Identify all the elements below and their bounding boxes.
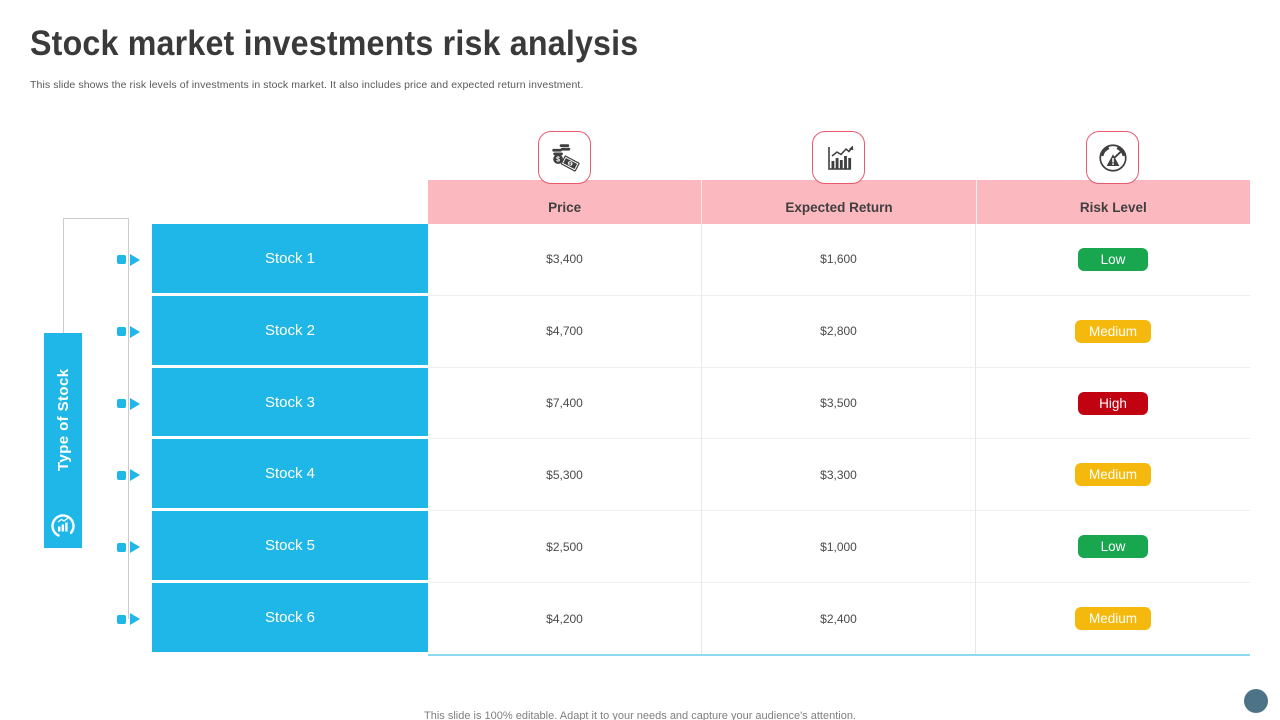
risk-level-cell: Medium [976, 439, 1250, 512]
column-header-expected-return: Expected Return [701, 180, 975, 224]
expected-return-cell: $2,400 [702, 583, 976, 655]
stock-name-cell: Stock 3 [152, 367, 428, 440]
price-cell: $7,400 [428, 367, 702, 440]
row-marker-square [117, 614, 126, 624]
risk-level-cell: Medium [976, 583, 1250, 655]
row-marker-square [117, 542, 126, 552]
growth-chart-icon [812, 131, 865, 184]
table-bottom-border [428, 654, 1250, 656]
row-marker-square [117, 255, 126, 265]
risk-level-cell: Low [976, 224, 1250, 296]
risk-level-cell: Medium [976, 295, 1250, 368]
column-header-price: Price [548, 200, 582, 215]
row-marker-arrow-icon [130, 253, 140, 266]
row-marker-arrow-icon [130, 541, 140, 554]
expected-return-cell: $1,000 [702, 511, 976, 584]
table-row: Stock 5 $2,500 $1,000 Low [152, 511, 1250, 584]
risk-badge: High [1078, 391, 1148, 415]
row-marker-square [117, 399, 126, 409]
risk-gauge-icon [1086, 131, 1139, 184]
money-icon: $ $ [538, 131, 591, 184]
chart-badge-icon [50, 513, 76, 539]
row-marker-arrow-icon [130, 397, 140, 410]
bracket-line-top [63, 218, 129, 219]
bracket-line-main [128, 218, 129, 619]
table-row: Stock 6 $4,200 $2,400 Medium [152, 583, 1250, 655]
row-marker-arrow-icon [130, 469, 140, 482]
corner-dot [1244, 689, 1268, 713]
expected-return-cell: $1,600 [702, 224, 976, 296]
risk-badge: Low [1078, 535, 1148, 559]
risk-level-cell: Low [976, 511, 1250, 584]
price-cell: $4,700 [428, 295, 702, 368]
stock-name-cell: Stock 1 [152, 224, 428, 296]
risk-badge: Low [1078, 247, 1148, 271]
risk-level-cell: High [976, 367, 1250, 440]
column-header-risk-level: Risk Level [975, 180, 1250, 224]
footer-note: This slide is 100% editable. Adapt it to… [424, 710, 856, 720]
stock-name-cell: Stock 5 [152, 511, 428, 584]
row-marker-arrow-icon [130, 325, 140, 338]
risk-badge: Medium [1074, 607, 1151, 631]
row-marker-arrow-icon [130, 613, 140, 626]
table-row: Stock 2 $4,700 $2,800 Medium [152, 295, 1250, 368]
svg-text:$: $ [556, 156, 560, 163]
price-cell: $4,200 [428, 583, 702, 655]
expected-return-cell: $2,800 [702, 295, 976, 368]
risk-badge: Medium [1074, 319, 1151, 343]
risk-badge: Medium [1074, 463, 1151, 487]
table-row: Stock 3 $7,400 $3,500 High [152, 367, 1250, 440]
row-marker-square [117, 470, 126, 480]
svg-text:$: $ [567, 161, 572, 168]
bracket-line-left [63, 218, 64, 333]
stock-name-cell: Stock 2 [152, 295, 428, 368]
type-of-stock-banner: Type of Stock [44, 333, 82, 548]
stock-name-cell: Stock 6 [152, 583, 428, 655]
expected-return-cell: $3,300 [702, 439, 976, 512]
row-marker-square [117, 327, 126, 337]
price-cell: $3,400 [428, 224, 702, 296]
table-row: Stock 4 $5,300 $3,300 Medium [152, 439, 1250, 512]
slide-subtitle: This slide shows the risk levels of inve… [30, 79, 584, 91]
price-cell: $5,300 [428, 439, 702, 512]
type-of-stock-label: Type of Stock [54, 368, 72, 472]
expected-return-cell: $3,500 [702, 367, 976, 440]
price-cell: $2,500 [428, 511, 702, 584]
table-row: Stock 1 $3,400 $1,600 Low [152, 224, 1250, 296]
page-title: Stock market investments risk analysis [30, 24, 639, 63]
table-header-row: Price Expected Return Risk Level [428, 180, 1250, 224]
stock-name-cell: Stock 4 [152, 439, 428, 512]
